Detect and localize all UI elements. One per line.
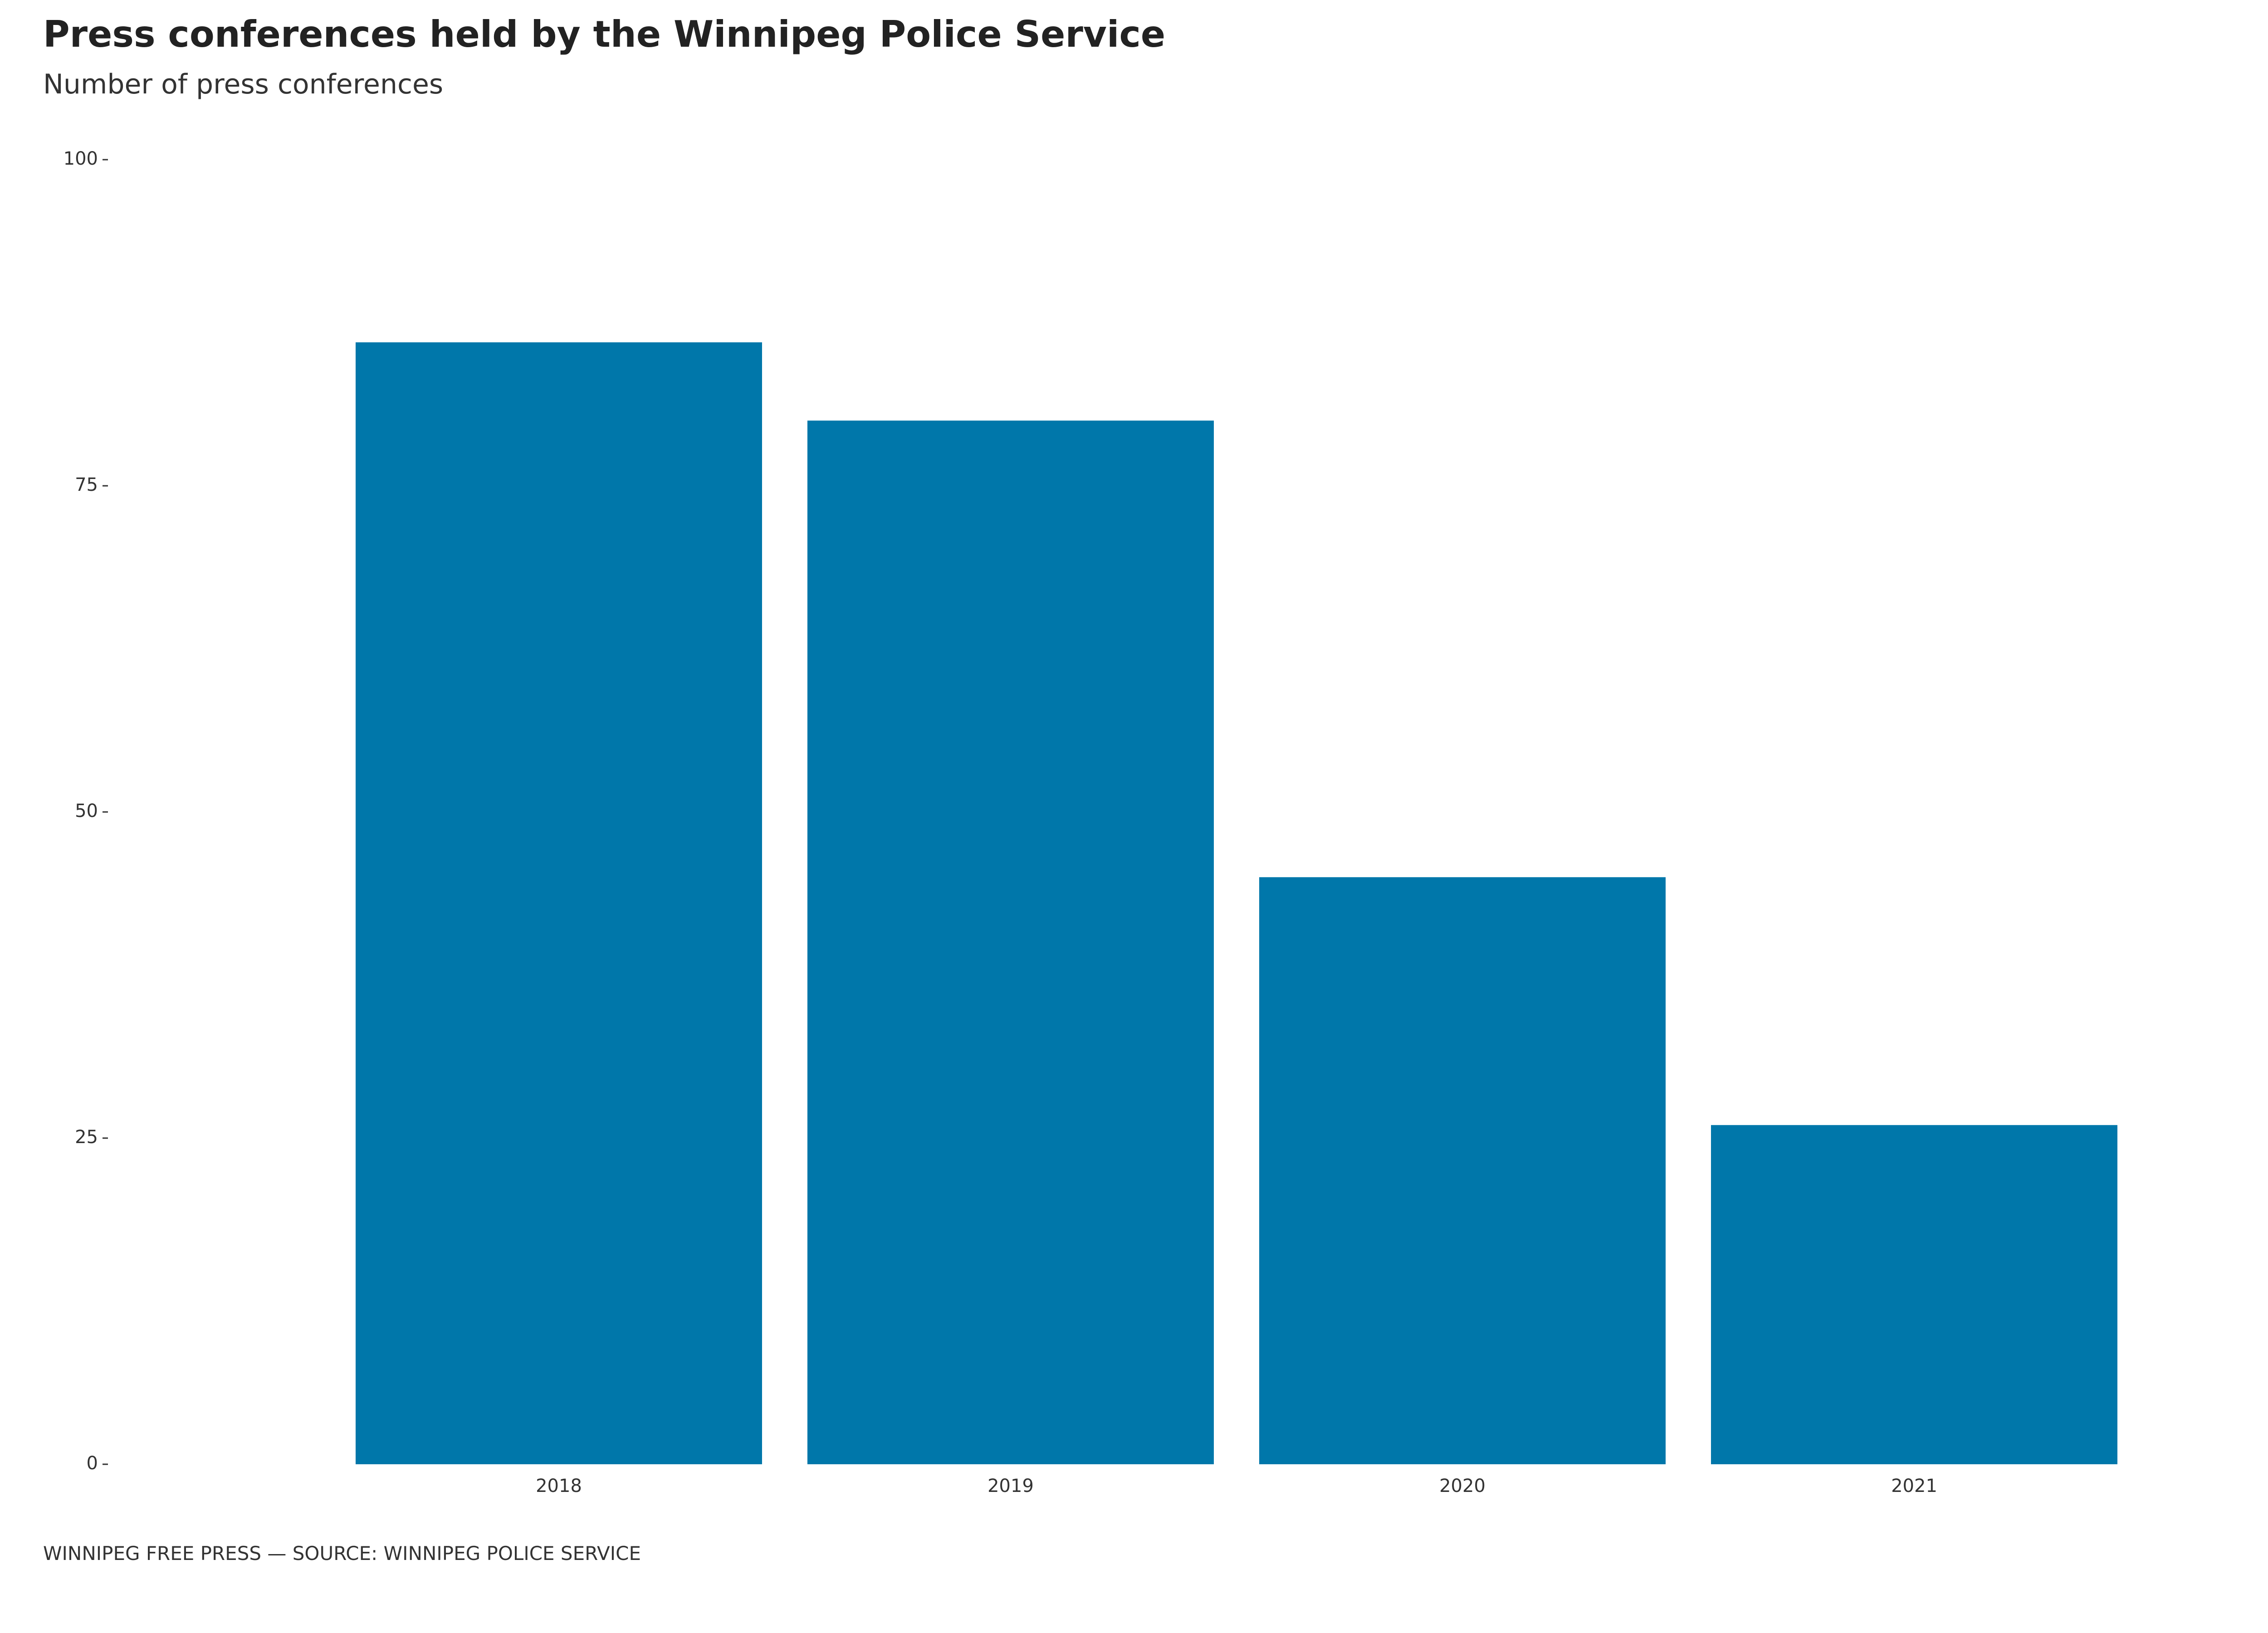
bars-group: [356, 342, 2117, 1465]
y-tick-label: 50: [75, 801, 98, 821]
x-axis: 2018 2019 2020 2021: [536, 1476, 1937, 1496]
source-credit: WINNIPEG FREE PRESS — SOURCE: WINNIPEG P…: [43, 1542, 641, 1565]
y-tick-label: 100: [64, 148, 98, 169]
y-tick-label: 25: [75, 1127, 98, 1148]
bar-2020: [1259, 877, 1666, 1464]
x-tick-label: 2021: [1891, 1476, 1937, 1496]
x-tick-label: 2020: [1439, 1476, 1486, 1496]
y-tick-label: 75: [75, 474, 98, 495]
chart-subtitle: Number of press conferences: [43, 68, 444, 100]
y-axis: 0 25 50 75 100: [64, 148, 108, 1474]
chart-title: Press conferences held by the Winnipeg P…: [43, 13, 1166, 55]
x-tick-label: 2018: [536, 1476, 582, 1496]
bar-2019: [807, 420, 1214, 1465]
y-tick-label: 0: [87, 1453, 98, 1474]
x-tick-label: 2019: [987, 1476, 1034, 1496]
bar-2021: [1711, 1125, 2117, 1464]
bar-2018: [356, 342, 762, 1464]
